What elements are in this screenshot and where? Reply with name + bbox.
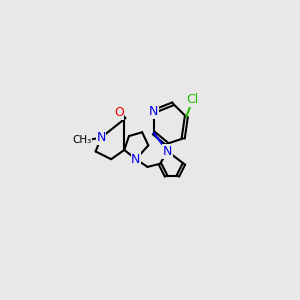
Text: Cl: Cl xyxy=(186,93,199,106)
Text: N: N xyxy=(96,131,106,144)
Text: N: N xyxy=(149,105,158,118)
Text: CH₃: CH₃ xyxy=(72,135,91,145)
Text: N: N xyxy=(163,145,172,158)
Text: O: O xyxy=(114,106,124,119)
Text: N: N xyxy=(131,153,141,166)
